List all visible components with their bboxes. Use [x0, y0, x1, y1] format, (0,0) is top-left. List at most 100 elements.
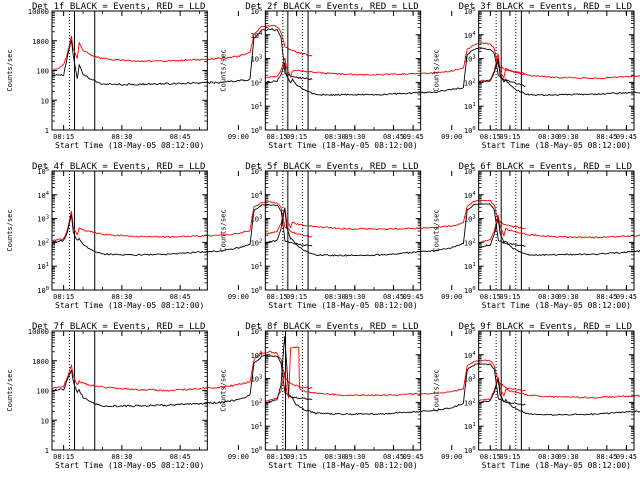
x-tick-label: 09:00 [228, 133, 249, 141]
panel-title: Det 6f BLACK = Events, RED = LLD [459, 162, 632, 172]
panel-title: Det 1f BLACK = Events, RED = LLD [32, 2, 205, 12]
x-tick-label: 09:15 [499, 453, 520, 461]
chart-panel-5: 100 101 102 103 104 105 08:15 08:30 08:45 09:00 09… [219, 162, 637, 310]
series-line-lld [51, 24, 313, 72]
x-tick-label: 08:45 [383, 453, 404, 461]
x-tick-label: 08:15 [53, 453, 74, 461]
x-tick-label: 09:45 [616, 293, 637, 301]
series-line-events [51, 204, 313, 256]
y-tick-label: 100 [464, 126, 476, 135]
x-axis-label: Start Time (18-May-05 08:12:00) [268, 461, 417, 470]
x-axis-label: Start Time (18-May-05 08:12:00) [55, 141, 204, 150]
y-tick-label: 102 [464, 78, 476, 87]
y-tick-label: 10000 [28, 8, 49, 16]
y-tick-label: 100 [251, 446, 263, 455]
y-tick-label: 104 [251, 31, 263, 40]
series-line-lld [478, 53, 640, 83]
series-line-lld [51, 201, 313, 242]
x-tick-label: 08:45 [596, 293, 617, 301]
series-line-events [478, 378, 640, 416]
y-tick-label: 10 [41, 417, 49, 425]
series-line-lld [51, 350, 313, 392]
plot-frame [478, 330, 635, 451]
x-tick-label: 08:30 [111, 293, 132, 301]
y-tick-label: 100 [36, 388, 49, 396]
y-axis-label: Counts/sec [433, 209, 441, 251]
series-line-lld [265, 199, 526, 235]
x-tick-label: 09:45 [403, 453, 424, 461]
x-tick-label: 09:00 [441, 133, 462, 141]
y-tick-label: 103 [251, 55, 263, 64]
y-tick-label: 104 [251, 191, 263, 200]
x-tick-label: 09:45 [403, 293, 424, 301]
y-tick-label: 105 [464, 167, 476, 176]
x-tick-label: 09:45 [403, 133, 424, 141]
x-tick-label: 09:15 [499, 293, 520, 301]
y-tick-label: 104 [464, 191, 476, 200]
y-tick-label: 102 [251, 398, 263, 407]
x-tick-label: 08:30 [538, 293, 559, 301]
y-tick-label: 104 [251, 351, 263, 360]
y-tick-label: 105 [464, 327, 476, 336]
x-tick-label: 08:30 [325, 293, 346, 301]
y-tick-label: 10 [41, 97, 49, 105]
x-tick-label: 08:30 [538, 133, 559, 141]
x-tick-label: 08:15 [53, 293, 74, 301]
plot-frame [264, 170, 422, 291]
y-tick-label: 1000 [32, 38, 49, 46]
x-tick-label: 09:00 [228, 293, 249, 301]
y-tick-label: 101 [464, 102, 476, 111]
panel-title: Det 3f BLACK = Events, RED = LLD [459, 2, 632, 12]
y-tick-label: 102 [37, 238, 49, 247]
y-tick-label: 101 [251, 102, 263, 111]
x-tick-label: 08:15 [480, 453, 501, 461]
y-tick-label: 101 [464, 422, 476, 431]
x-tick-label: 08:15 [53, 133, 74, 141]
y-tick-label: 103 [251, 215, 263, 224]
series-line-lld [265, 346, 526, 402]
y-tick-label: 1000 [32, 358, 49, 366]
y-tick-label: 101 [251, 422, 263, 431]
series-line-events [478, 58, 640, 96]
y-tick-label: 100 [251, 286, 263, 295]
x-axis-label: Start Time (18-May-05 08:12:00) [55, 461, 204, 470]
series-line-events [478, 218, 640, 256]
y-axis-label: Counts/sec [6, 49, 14, 91]
plot-frame [51, 10, 208, 131]
x-tick-label: 09:30 [558, 453, 579, 461]
series-line-lld [265, 42, 526, 79]
y-axis-label: Counts/sec [6, 209, 14, 251]
x-tick-label: 08:30 [538, 453, 559, 461]
x-tick-label: 09:00 [228, 453, 249, 461]
y-tick-label: 10000 [28, 328, 49, 336]
y-tick-label: 105 [37, 167, 49, 176]
y-tick-label: 100 [464, 286, 476, 295]
panel-title: Det 8f BLACK = Events, RED = LLD [245, 322, 418, 332]
y-tick-label: 105 [251, 327, 263, 336]
x-axis-label: Start Time (18-May-05 08:12:00) [55, 301, 204, 310]
x-tick-label: 09:30 [558, 133, 579, 141]
x-tick-label: 08:45 [170, 133, 191, 141]
x-tick-label: 09:00 [441, 293, 462, 301]
x-axis-label: Start Time (18-May-05 08:12:00) [482, 461, 631, 470]
x-tick-label: 08:30 [325, 453, 346, 461]
y-tick-label: 1 [45, 127, 49, 135]
x-tick-label: 08:45 [170, 453, 191, 461]
x-tick-label: 08:15 [480, 293, 501, 301]
y-tick-label: 105 [464, 7, 476, 16]
chart-panel-8: 100 101 102 103 104 105 08:15 08:30 08:45 09:00 09… [219, 322, 637, 470]
series-line-events [51, 27, 313, 86]
plot-frame [51, 170, 208, 291]
y-axis-label: Counts/sec [6, 369, 14, 411]
x-tick-label: 09:30 [344, 293, 365, 301]
y-tick-label: 102 [251, 238, 263, 247]
plot-frame [478, 170, 635, 291]
x-tick-label: 08:45 [383, 293, 404, 301]
x-tick-label: 08:30 [111, 133, 132, 141]
y-tick-label: 104 [464, 351, 476, 360]
x-tick-label: 09:45 [616, 453, 637, 461]
plot-frame [264, 330, 422, 451]
x-tick-label: 09:00 [441, 453, 462, 461]
x-tick-label: 08:45 [596, 453, 617, 461]
